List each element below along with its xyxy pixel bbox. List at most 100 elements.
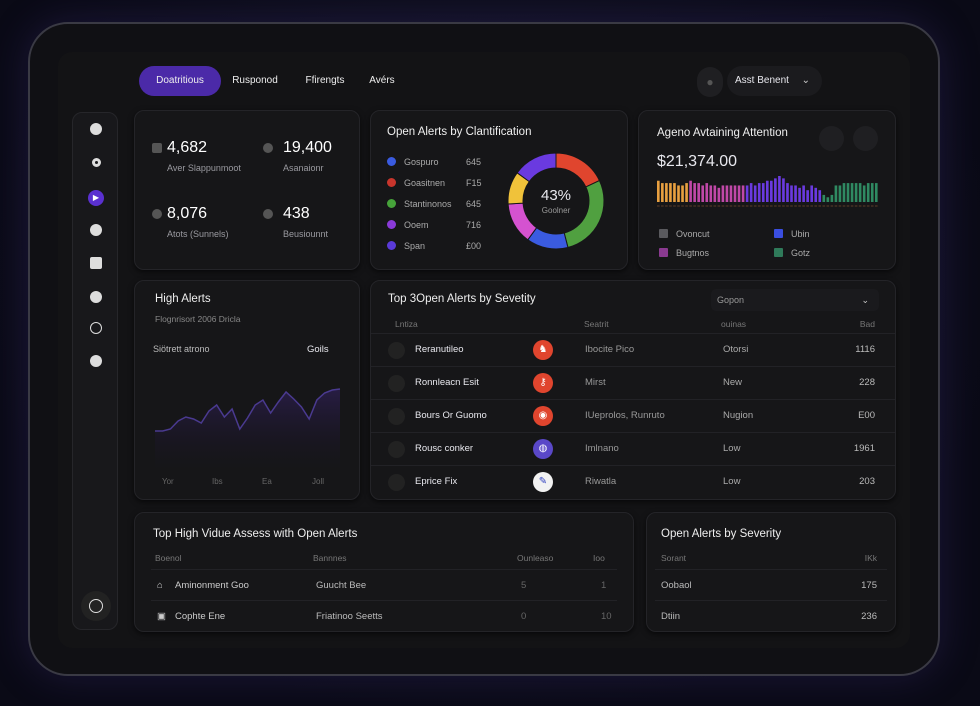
bar-baseline-tick [765,205,769,207]
bar-baseline-tick [866,205,870,207]
play-icon[interactable]: ▶ [88,190,104,206]
table-row[interactable]: Bours Or Guomo ◉ IUeprolos, Runruto Nugion E… [371,399,895,431]
agents-card: Ageno Avtaining Attention $21,374.00 Ovo… [638,110,896,270]
legend-item: Bugtnos [659,248,709,258]
col-header: ouinas [721,319,747,329]
stat-label: Beusiounnt [283,229,329,239]
table-row[interactable]: Eprice Fix ✎ Riwatla Low 203 [371,465,895,497]
bar-baseline-tick [850,205,854,207]
circle-icon[interactable] [90,322,102,334]
settings-icon[interactable] [90,355,102,367]
alert-name: Bours Or Guomo [415,410,487,421]
filter-dropdown[interactable]: Gopon ⌄ [711,289,879,311]
table-row[interactable]: ▣ Cophte Ene Friatinoo Seetts 0 10 [151,600,617,632]
table-row[interactable]: Dtiin 236 [655,600,887,632]
asset-open: 5 [521,580,527,591]
alert-source: Ibocite Pico [585,344,635,355]
bar-baseline-tick [818,205,822,207]
smile-icon[interactable] [90,224,102,236]
bar [745,185,749,202]
bar [729,185,733,202]
by-severity-card: Open Alerts by Severity Sorant IKk Oobao… [646,512,896,632]
tab-avers[interactable]: Avérs [369,75,395,86]
row-avatar [388,342,405,359]
avatar[interactable]: ● [697,67,723,97]
bar [862,185,866,202]
legend-value: 645 [466,199,482,209]
line-chart: Yor Ibs Ea Joll [155,388,341,486]
expand-button[interactable] [853,126,878,151]
bar [689,180,692,202]
bar-baseline-tick [685,205,688,207]
alert-name: Ronnleacn Esit [415,377,479,388]
bar-baseline-tick [770,205,773,207]
shield-icon[interactable] [90,123,102,135]
bar-baseline-tick [741,205,745,207]
asset-icon: ⌂ [157,580,163,591]
bar [697,183,700,202]
alert-name: Rousc conker [415,443,474,454]
legend-label: Ooem [404,220,429,230]
bar [657,180,660,202]
bar [749,183,753,202]
bar [850,183,854,202]
asset-icon: ▣ [157,611,166,622]
bar-baseline-tick [838,205,842,207]
stat-label: Atots (Sunnels) [167,229,229,239]
col-header: Ioo [593,553,605,563]
bar [822,194,826,202]
bar [693,183,696,202]
bar [810,185,814,202]
amount: $21,374.00 [657,153,738,170]
alert-source: Mirst [585,377,606,388]
legend-item: Ovoncut [659,229,710,239]
legend-swatch [659,229,668,238]
phone-button[interactable] [819,126,844,151]
bar [790,185,793,202]
bar [677,185,680,202]
bar [721,185,725,202]
bar [826,197,830,202]
chart-filter[interactable]: Goils [307,344,329,355]
table-row[interactable]: Ronnleacn Esit ⚷ Mirst New 228 [371,366,895,398]
legend-swatch [774,229,783,238]
user-name: Asst Benent [735,75,789,86]
classification-card: Open Alerts by Clantification Gospuro 645… [370,110,628,270]
row-avatar [388,408,405,425]
tag-icon[interactable] [90,257,102,269]
alert-source: Imlnano [585,443,619,454]
tab-doatritious[interactable]: Doatritious [139,66,221,96]
bar-baseline-tick [810,205,814,207]
donut-center-value: 43% [540,187,572,204]
bar-baseline-tick [717,205,721,207]
legend-label: Stantinonos [404,199,452,209]
bar-baseline-tick [661,205,664,207]
bar [705,183,709,202]
alert-count: 1116 [855,344,875,355]
bar [701,185,705,202]
tab-ffirengts[interactable]: Ffirengts [305,75,345,86]
alert-source: IUeprolos, Runruto [585,410,665,421]
donut-segment [555,152,601,188]
alert-status: Low [723,443,741,454]
gear-icon[interactable] [90,291,102,303]
x-tick-label: Joll [312,477,324,486]
bar-baseline-tick [826,205,830,207]
row-avatar [388,474,405,491]
bar-baseline-tick [725,205,729,207]
user-menu[interactable]: Asst Benent ⌄ [727,66,822,96]
legend-item: Ooem 716 [387,220,497,230]
bar-baseline-tick [786,205,789,207]
asset-name: Aminonment Goo [175,580,249,591]
bar [778,176,781,202]
table-row[interactable]: Rousc conker ◍ Imlnano Low 1961 [371,432,895,464]
bar-baseline-tick [794,205,797,207]
table-row[interactable]: Reranutileo ♞ Ibocite Pico Otorsi 1116 [371,333,895,365]
tab-rusponod[interactable]: Rusponod [232,75,278,86]
dot-icon[interactable] [92,158,101,167]
table-row[interactable]: ⌂ Aminonment Goo Guucht Bee 5 1 [151,569,617,601]
legend-label: Ovoncut [676,229,710,239]
bar-baseline-tick [713,205,717,207]
table-row[interactable]: Oobaol 175 [655,569,887,601]
profile-button[interactable] [81,591,111,621]
